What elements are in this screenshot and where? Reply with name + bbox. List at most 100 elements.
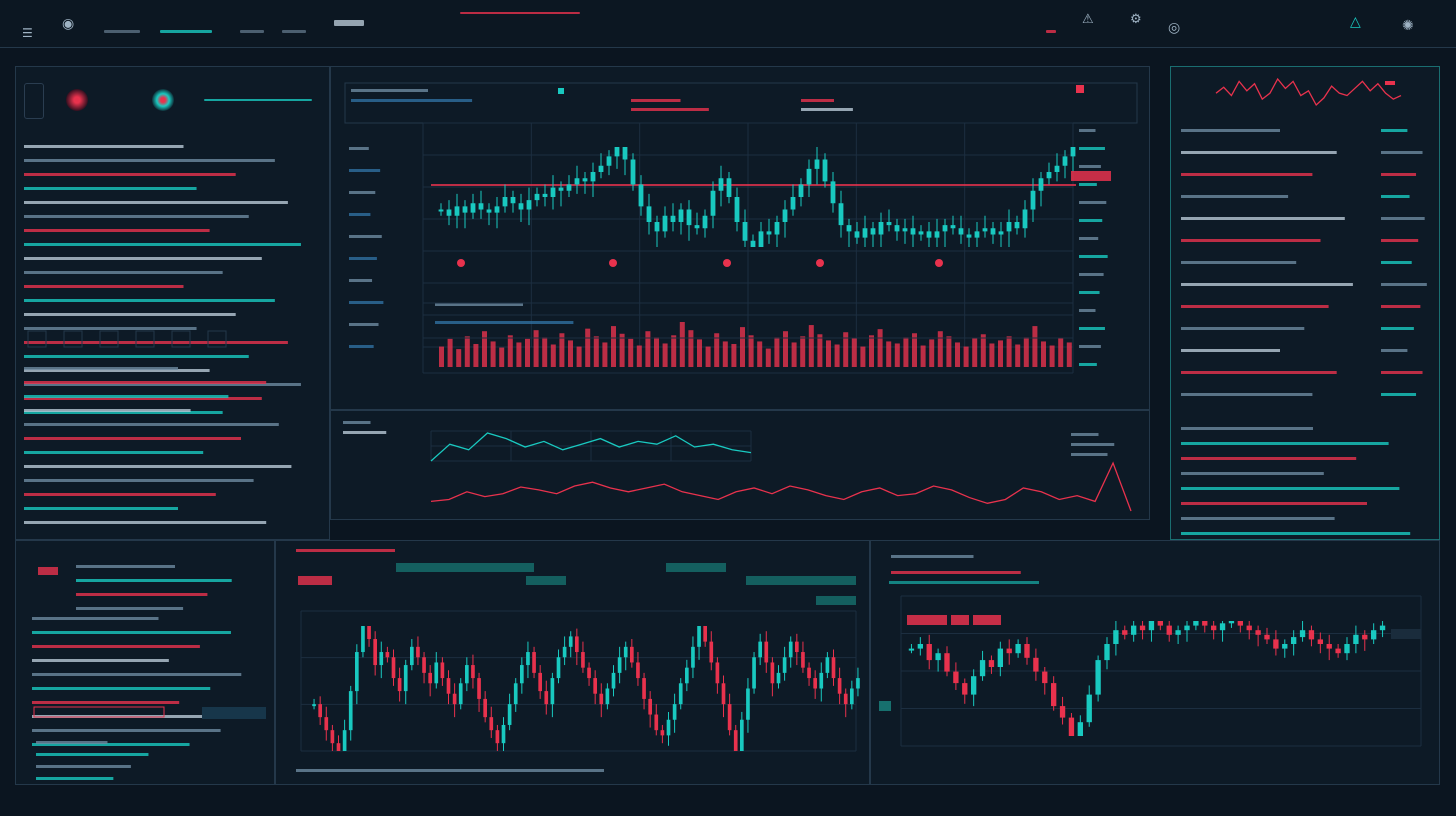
volume-bar [645,331,651,367]
candle [452,693,457,705]
candle [703,626,707,642]
volume-bar [550,344,556,367]
user-icon[interactable]: ◉ [62,16,75,32]
balance-value [334,20,364,26]
candle [795,641,799,653]
text-row [24,257,262,260]
volume-bar [1023,337,1029,367]
candle [558,187,564,191]
globe-icon[interactable]: ◎ [1168,20,1181,36]
candle [1051,683,1057,707]
candle [542,193,548,197]
alert-icon[interactable]: ⚠ [1082,12,1094,27]
candle [979,660,986,677]
candle [494,206,500,213]
volume-bar [894,343,900,367]
text-row [349,279,373,282]
volume-bar [748,335,754,367]
candle [988,660,995,667]
candle [593,678,597,694]
candle [1015,644,1021,654]
text-row [1079,165,1101,168]
chart-mode-icon[interactable]: △ [1350,14,1361,30]
candle [790,197,796,210]
candle [958,228,964,235]
text-row [1079,273,1104,276]
candle [623,646,628,658]
candle [526,200,532,210]
text-row [1381,217,1425,220]
main-candlestick-chart[interactable] [331,67,1151,411]
candle [819,672,824,689]
candle [672,704,677,720]
candle [1046,172,1052,179]
text-row [24,187,197,190]
candle [814,159,820,169]
volume-bar [679,322,685,367]
text-row [1381,151,1423,154]
text-row [1181,502,1367,505]
candle [944,653,950,672]
network-icon[interactable]: ✺ [1402,18,1414,34]
candle [361,626,365,653]
left-status [204,99,312,101]
left-panel [15,66,330,540]
candle [1317,639,1323,644]
volume-bar [662,343,668,367]
profile-icon[interactable] [24,83,44,119]
volume-bar [826,340,831,367]
candle [478,203,484,210]
candle [910,228,916,235]
candle [678,683,683,705]
text-row [631,108,709,111]
node-icon[interactable] [66,89,88,111]
tag-badge [746,576,856,585]
candle [477,678,481,699]
candle [734,197,740,222]
text-row [349,235,382,238]
candle [727,704,732,731]
candle [935,653,941,661]
volume-bar [740,327,745,367]
text-row [24,411,223,414]
candle [1024,644,1030,658]
candle [1139,625,1146,631]
candle [1038,178,1044,191]
node-icon[interactable] [152,89,174,111]
candle [513,683,518,705]
progress-bar [889,581,1039,584]
settings-icon[interactable]: ⚙ [1130,12,1142,27]
candle [454,206,460,216]
candle [440,662,445,679]
signal-marker [935,259,943,267]
bottom-right-chart[interactable] [871,541,1441,786]
candle [470,203,476,213]
volume-bar [619,333,625,367]
text-row [24,271,223,274]
candle [750,240,756,247]
text-row [351,99,473,102]
candle [1068,717,1075,736]
candle [837,678,842,694]
candle [1095,660,1101,695]
sub-line-chart[interactable] [331,411,1151,521]
volume-bar [783,331,788,367]
text-row [1381,195,1410,198]
volume-bar [456,349,462,367]
series-line [430,432,752,462]
bottom-candlestick-chart[interactable] [276,541,871,786]
volume-bar [774,337,780,367]
candle [582,178,588,182]
candle [825,657,830,673]
candle [694,225,700,229]
volume-bar [439,346,444,367]
menu-icon[interactable]: ☰ [22,26,33,40]
volume-bar [963,346,969,367]
text-row [76,593,208,596]
text-row [24,465,292,468]
volume-bar [757,341,763,367]
mini-sparkline [1215,77,1402,107]
order-list [32,565,266,780]
tool-button [63,330,83,348]
text-row [343,431,387,434]
